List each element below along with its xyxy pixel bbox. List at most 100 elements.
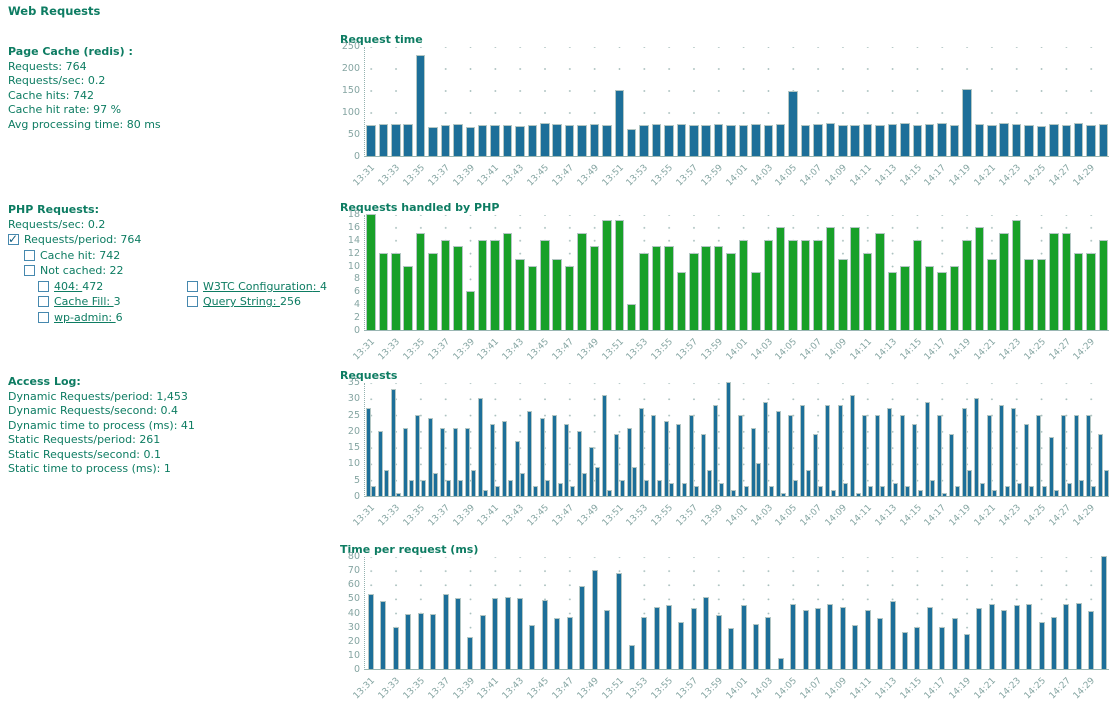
bar [368,594,374,669]
bar [1011,220,1022,330]
checkbox-row-404: 404472 [38,279,187,295]
bar [900,265,910,330]
bar [703,596,710,669]
bar [656,479,662,496]
bar [392,626,399,669]
not-cached-value: 22 [109,264,124,278]
checkbox-row-cache-hit: Cache hit742 [24,248,336,264]
bar [366,125,376,156]
cache-hit-checkbox[interactable] [24,249,35,261]
bar [1085,414,1091,496]
bar [802,609,809,669]
bar [701,125,711,156]
404-link[interactable]: 404 [54,280,82,293]
bar [987,125,997,156]
bar [552,414,558,496]
bar [901,632,908,669]
bar [440,125,451,156]
bar [527,411,533,496]
bar [887,123,898,156]
bar [576,430,582,496]
bar [641,616,648,669]
bar [365,408,371,496]
bar [626,427,632,496]
bar [689,252,699,330]
chart-3: Time per request (ms) 80 70 60 50 40 30 20 10 0 13… [340,544,1113,712]
cache-fill-checkbox[interactable] [38,296,49,308]
php-requests-heading: PHP Requests: [8,203,100,216]
bar [756,463,762,496]
bar [701,434,707,496]
bar [1054,489,1060,496]
bar [1079,479,1085,496]
y-tick-label: 0 [353,325,360,336]
bar [825,404,831,496]
bar [504,596,511,669]
bar [653,606,660,669]
bar [1098,239,1109,330]
query-string-checkbox[interactable] [187,296,198,308]
wp-admin-checkbox[interactable] [38,311,49,323]
bar [430,613,437,669]
bar [839,606,846,669]
bar [690,608,697,669]
bar [383,469,389,496]
bar [738,125,749,156]
requests-period-checkbox[interactable] [8,232,19,246]
bar [569,486,575,496]
query-string-link[interactable]: Query String [203,295,280,308]
bar [1001,609,1008,669]
w3tc-configuration-link[interactable]: W3TC Configuration [203,280,320,293]
bar [1049,124,1059,156]
plot-area-3 [364,556,1109,670]
bar [768,486,774,496]
checkbox-row-not-cached: Not cached22 [24,263,336,279]
bar [403,124,413,156]
bar [838,125,848,156]
bar [557,482,563,496]
y-tick-label: 10 [347,260,360,272]
bar [701,246,711,330]
bar [626,128,637,156]
bar [589,246,600,330]
bar [827,604,834,669]
x-axis-3: 13:31 13:33 13:35 13:37 13:39 13:41 13:43 13:45… [352,670,1109,712]
bar [532,486,538,496]
chart-body-3: 80 70 60 50 40 30 20 10 0 [340,552,1113,675]
y-axis-0: 250 200 150 100 50 0 [340,42,364,162]
y-tick-label: 50 [347,129,360,140]
x-axis-2: 13:31 13:33 13:35 13:37 13:39 13:41 13:43 13:45… [352,497,1109,539]
bar [1073,123,1084,156]
not-cached-label: Not cached [40,264,110,277]
bar [850,395,856,496]
bar [566,616,573,669]
y-tick-label: 50 [347,593,360,605]
bar [787,414,793,496]
bar [850,125,860,156]
wp-admin-link[interactable]: wp-admin [54,311,116,324]
bar [428,126,438,156]
chart-title-1: Requests handled by PHP [340,201,500,214]
checkbox-row-cache-fill: Cache Fill3 [38,294,187,310]
bar [912,125,923,156]
bar [540,239,550,330]
w3tc-configuration-checkbox[interactable] [187,280,198,292]
bar [999,404,1005,496]
stat-dynamic-requests-second: Dynamic Requests/second: 0.4 [8,404,179,417]
not-cached-checkbox[interactable] [24,265,35,277]
bar [479,615,486,669]
cache-fill-link[interactable]: Cache Fill [54,295,114,308]
bar [964,633,970,669]
bar [458,479,464,496]
404-checkbox[interactable] [38,280,49,292]
bar [540,123,550,156]
requests-period-value: 764 [120,233,142,247]
chart-title-3: Time per request (ms) [340,543,479,556]
bar [380,601,387,669]
bar [1086,252,1096,330]
bar [495,486,501,496]
bar [1038,622,1045,669]
php-subcategory-columns: 404472 Cache Fill3 wp-admin6 W3TC Config… [38,279,336,326]
y-tick-label: 80 [347,551,360,562]
bar [1048,437,1054,496]
